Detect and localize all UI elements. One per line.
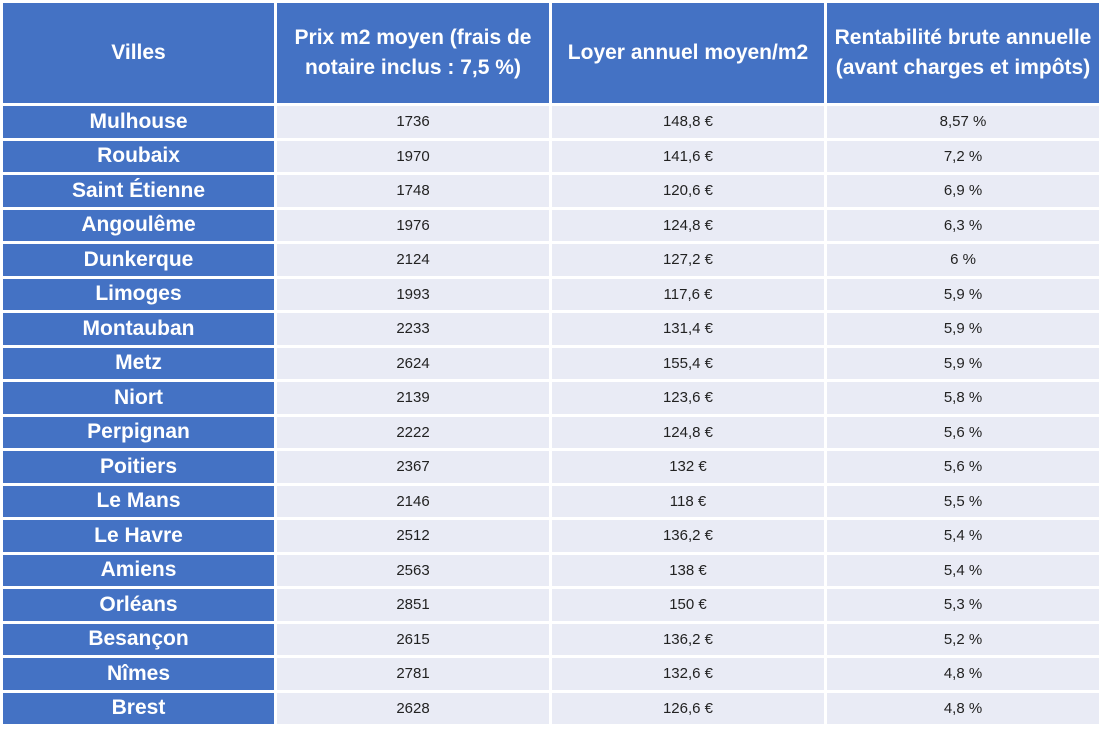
table-row: Brest 2628 126,6 €4,8 % (3, 692, 1099, 724)
city-cell: Roubaix (3, 140, 274, 172)
rent-cell: 150 € (552, 589, 824, 621)
price-cell: 1748 (277, 175, 549, 207)
rent-cell: 136,2 € (552, 520, 824, 552)
city-cell: Le Mans (3, 485, 274, 517)
yield-cell: 8,57 % (827, 106, 1099, 138)
price-cell: 2512 (277, 520, 549, 552)
table-row: Le Havre 2512 136,2 €5,4 % (3, 520, 1099, 552)
rent-cell: 148,8 € (552, 106, 824, 138)
price-cell: 2139 (277, 382, 549, 414)
price-cell: 2781 (277, 658, 549, 690)
price-cell: 2146 (277, 485, 549, 517)
yield-cell: 6,9 % (827, 175, 1099, 207)
yield-cell: 5,4 % (827, 520, 1099, 552)
city-cell: Mulhouse (3, 106, 274, 138)
price-cell: 1993 (277, 278, 549, 310)
price-cell: 2124 (277, 244, 549, 276)
header-cities: Villes (3, 3, 274, 103)
city-cell: Metz (3, 347, 274, 379)
city-cell: Angoulême (3, 209, 274, 241)
city-cell: Perpignan (3, 416, 274, 448)
city-cell: Brest (3, 692, 274, 724)
table-row: Perpignan 2222 124,8 €5,6 % (3, 416, 1099, 448)
yield-cell: 5,2 % (827, 623, 1099, 655)
table-row: Dunkerque 2124 127,2 €6 % (3, 244, 1099, 276)
city-cell: Limoges (3, 278, 274, 310)
price-cell: 2233 (277, 313, 549, 345)
yield-cell: 5,3 % (827, 589, 1099, 621)
rent-cell: 124,8 € (552, 209, 824, 241)
rent-cell: 138 € (552, 554, 824, 586)
table-row: Le Mans 2146 118 €5,5 % (3, 485, 1099, 517)
price-cell: 2615 (277, 623, 549, 655)
table-row: Niort 2139 123,6 €5,8 % (3, 382, 1099, 414)
city-cell: Niort (3, 382, 274, 414)
price-cell: 1970 (277, 140, 549, 172)
yield-cell: 5,5 % (827, 485, 1099, 517)
yield-cell: 5,9 % (827, 347, 1099, 379)
rent-cell: 141,6 € (552, 140, 824, 172)
yield-cell: 7,2 % (827, 140, 1099, 172)
yield-cell: 6 % (827, 244, 1099, 276)
table-row: Roubaix 1970 141,6 €7,2 % (3, 140, 1099, 172)
rent-cell: 132,6 € (552, 658, 824, 690)
rent-cell: 118 € (552, 485, 824, 517)
header-annual-rent: Loyer annuel moyen/m2 (552, 3, 824, 103)
rent-cell: 117,6 € (552, 278, 824, 310)
yield-cell: 4,8 % (827, 692, 1099, 724)
yield-cell: 5,6 % (827, 416, 1099, 448)
rent-cell: 123,6 € (552, 382, 824, 414)
price-cell: 2222 (277, 416, 549, 448)
yield-cell: 6,3 % (827, 209, 1099, 241)
table-row: Nîmes 2781 132,6 €4,8 % (3, 658, 1099, 690)
price-cell: 2367 (277, 451, 549, 483)
price-cell: 2563 (277, 554, 549, 586)
table-row: Orléans 2851 150 €5,3 % (3, 589, 1099, 621)
yield-cell: 4,8 % (827, 658, 1099, 690)
rentability-table: Villes Prix m2 moyen (frais de notaire i… (3, 3, 1099, 724)
table-row: Mulhouse 1736 148,8 €8,57 % (3, 106, 1099, 138)
header-price-per-m2: Prix m2 moyen (frais de notaire inclus :… (277, 3, 549, 103)
rent-cell: 120,6 € (552, 175, 824, 207)
city-cell: Poitiers (3, 451, 274, 483)
rent-cell: 131,4 € (552, 313, 824, 345)
city-cell: Amiens (3, 554, 274, 586)
table-row: Amiens 2563 138 €5,4 % (3, 554, 1099, 586)
table-body: Mulhouse 1736 148,8 €8,57 % Roubaix 1970 141,… (3, 106, 1099, 724)
price-cell: 2624 (277, 347, 549, 379)
rent-cell: 136,2 € (552, 623, 824, 655)
price-cell: 2628 (277, 692, 549, 724)
city-cell: Saint Étienne (3, 175, 274, 207)
header-gross-yield: Rentabilité brute annuelle (avant charge… (827, 3, 1099, 103)
city-cell: Le Havre (3, 520, 274, 552)
rent-cell: 155,4 € (552, 347, 824, 379)
yield-cell: 5,8 % (827, 382, 1099, 414)
rent-cell: 126,6 € (552, 692, 824, 724)
yield-cell: 5,9 % (827, 313, 1099, 345)
price-cell: 1736 (277, 106, 549, 138)
price-cell: 1976 (277, 209, 549, 241)
table-row: Besançon 2615 136,2 €5,2 % (3, 623, 1099, 655)
yield-cell: 5,6 % (827, 451, 1099, 483)
rent-cell: 127,2 € (552, 244, 824, 276)
city-cell: Orléans (3, 589, 274, 621)
table-header: Villes Prix m2 moyen (frais de notaire i… (3, 3, 1099, 103)
table-row: Saint Étienne 1748 120,6 €6,9 % (3, 175, 1099, 207)
city-cell: Nîmes (3, 658, 274, 690)
yield-cell: 5,9 % (827, 278, 1099, 310)
price-cell: 2851 (277, 589, 549, 621)
table-row: Angoulême 1976 124,8 €6,3 % (3, 209, 1099, 241)
header-row: Villes Prix m2 moyen (frais de notaire i… (3, 3, 1099, 103)
table-row: Montauban 2233 131,4 €5,9 % (3, 313, 1099, 345)
city-cell: Besançon (3, 623, 274, 655)
city-cell: Dunkerque (3, 244, 274, 276)
table-row: Poitiers 2367 132 €5,6 % (3, 451, 1099, 483)
city-cell: Montauban (3, 313, 274, 345)
yield-cell: 5,4 % (827, 554, 1099, 586)
table-row: Limoges 1993 117,6 €5,9 % (3, 278, 1099, 310)
table-row: Metz 2624 155,4 €5,9 % (3, 347, 1099, 379)
rent-cell: 132 € (552, 451, 824, 483)
rent-cell: 124,8 € (552, 416, 824, 448)
